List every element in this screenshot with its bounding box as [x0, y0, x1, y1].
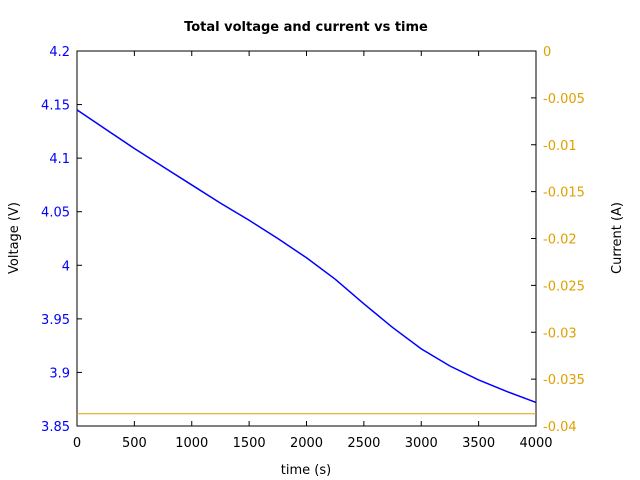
- y-right-tick-label: 0: [543, 45, 551, 60]
- x-tick-label: 3500: [462, 436, 495, 451]
- y-left-tick-label: 4.15: [41, 99, 70, 114]
- plot-area: [76, 50, 537, 427]
- y-left-axis-ticks: 3.85 3.9 3.95 4 4.05 4.1 4.15 4.2: [41, 45, 82, 435]
- y-left-tick-label: 3.85: [41, 420, 70, 435]
- y-right-tick-label: -0.025: [543, 279, 585, 294]
- y-left-axis-label: Voltage (V): [7, 202, 22, 274]
- y-right-tick-label: -0.02: [543, 233, 577, 248]
- y-right-tick-label: -0.03: [543, 326, 577, 341]
- chart-title: Total voltage and current vs time: [184, 20, 428, 35]
- y-right-axis-label: Current (A): [610, 202, 625, 274]
- y-right-tick-label: -0.015: [543, 186, 585, 201]
- plot-frame: [76, 50, 537, 427]
- y-right-tick-label: -0.035: [543, 373, 585, 388]
- x-tick-label: 1000: [175, 436, 208, 451]
- x-tick-label: 4000: [519, 436, 552, 451]
- y-right-tick-label: -0.04: [543, 420, 577, 435]
- x-axis-label: time (s): [281, 463, 331, 478]
- y-left-tick-label: 3.9: [49, 366, 70, 381]
- y-left-tick-label: 4.2: [49, 45, 70, 60]
- y-left-tick-label: 3.95: [41, 313, 70, 328]
- y-left-tick-label: 4.05: [41, 206, 70, 221]
- y-left-tick-label: 4: [62, 259, 70, 274]
- x-tick-label: 2500: [347, 436, 380, 451]
- x-tick-label: 500: [122, 436, 147, 451]
- x-tick-label: 0: [73, 436, 81, 451]
- x-axis-ticks: 0 500 1000 1500 2000 2500 3000 3500 4000: [73, 51, 553, 451]
- voltage-series-line: [76, 109, 537, 404]
- x-tick-label: 3000: [405, 436, 438, 451]
- y-right-axis-ticks: -0.04 -0.035 -0.03 -0.025 -0.02 -0.015 -0.01 -0…: [531, 45, 585, 435]
- x-tick-label: 2000: [290, 436, 323, 451]
- x-tick-label: 1500: [233, 436, 266, 451]
- y-right-tick-label: -0.01: [543, 139, 577, 154]
- y-right-tick-label: -0.005: [543, 92, 585, 107]
- y-left-tick-label: 4.1: [49, 152, 70, 167]
